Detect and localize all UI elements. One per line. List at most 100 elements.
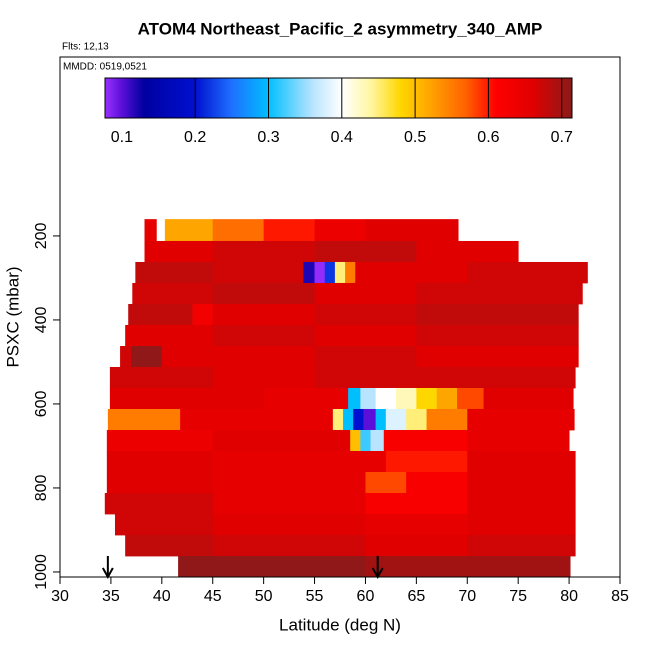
heat-cell <box>212 261 304 284</box>
heat-cell <box>416 366 576 389</box>
heat-cell <box>120 345 132 368</box>
heat-cell <box>109 387 265 410</box>
heat-cell <box>416 282 583 305</box>
heat-cell <box>314 240 417 263</box>
heat-cell <box>343 408 354 431</box>
x-tick-label: 65 <box>407 588 425 605</box>
heat-cell <box>365 492 468 515</box>
heat-cell <box>212 492 366 515</box>
x-tick-label: 45 <box>204 588 222 605</box>
heat-cell <box>365 471 407 494</box>
heat-cell <box>383 429 468 452</box>
heat-cell <box>467 534 576 557</box>
colorbar-tick-label: 0.3 <box>257 129 279 146</box>
heat-cell <box>263 219 315 242</box>
heat-cell <box>324 261 336 284</box>
heat-cell <box>467 513 576 536</box>
heat-cell <box>348 387 361 410</box>
heat-cell <box>363 408 377 431</box>
heat-cell <box>375 387 397 410</box>
heat-cell <box>212 282 315 305</box>
x-axis-label: Latitude (deg N) <box>279 615 401 634</box>
heat-cell <box>360 387 377 410</box>
heat-cell <box>180 408 334 431</box>
heat-cell <box>212 450 387 473</box>
heat-cell <box>406 408 427 431</box>
heat-cell <box>314 303 417 326</box>
heat-cell <box>144 219 158 242</box>
heat-cell <box>467 471 576 494</box>
colorbar-tick-label: 0.6 <box>477 129 499 146</box>
heat-cell <box>467 261 588 284</box>
colorbar-tick-label: 0.1 <box>111 129 133 146</box>
heat-cell <box>467 429 570 452</box>
heat-cell <box>416 303 579 326</box>
x-tick-label: 50 <box>255 588 273 605</box>
heat-cell <box>365 219 459 242</box>
heat-cell <box>114 513 214 536</box>
chart-title: ATOM4 Northeast_Pacific_2 asymmetry_340_… <box>138 19 543 38</box>
y-tick-label: 600 <box>33 391 50 418</box>
heat-cell <box>467 408 575 431</box>
heat-cell <box>109 366 214 389</box>
heat-cell <box>156 219 166 242</box>
heat-cell <box>212 240 315 263</box>
heat-cell <box>212 345 315 368</box>
y-tick-label: 200 <box>33 222 50 249</box>
heat-cell <box>106 471 214 494</box>
heat-cell <box>106 429 214 452</box>
heat-cell <box>355 261 468 284</box>
y-tick-label: 1000 <box>33 554 50 590</box>
note: MMDD: 0519,0521 <box>63 62 147 73</box>
heat-cell <box>375 408 387 431</box>
heat-cell <box>263 387 349 410</box>
heat-cell <box>314 261 326 284</box>
heat-cell <box>128 303 193 326</box>
heat-cell <box>212 429 351 452</box>
plot-frame <box>59 56 621 578</box>
heat-cell <box>467 492 576 515</box>
heat-cell <box>345 261 356 284</box>
heat-cell <box>178 555 366 578</box>
heat-cell <box>192 303 214 326</box>
heat-cell <box>360 429 371 452</box>
colorbar-tick-label: 0.2 <box>184 129 206 146</box>
heat-cell <box>314 282 417 305</box>
heat-cell <box>370 429 385 452</box>
heat-cell <box>467 450 576 473</box>
colorbar-tick-label: 0.5 <box>404 129 426 146</box>
x-tick-label: 55 <box>306 588 324 605</box>
heat-cell <box>106 450 214 473</box>
heat-cell <box>385 408 407 431</box>
colorbar-tick-label: 0.4 <box>331 129 353 146</box>
y-tick-label: 800 <box>33 475 50 502</box>
heat-cell <box>314 366 417 389</box>
heat-cell <box>416 345 579 368</box>
x-tick-label: 80 <box>560 588 578 605</box>
heat-cell <box>212 366 315 389</box>
heat-cell <box>144 240 214 263</box>
heat-cell <box>314 324 417 347</box>
heat-cell <box>332 408 344 431</box>
heat-cell <box>365 555 571 578</box>
colorbar <box>104 77 573 119</box>
y-tick-label: 400 <box>33 306 50 333</box>
colorbar-tick-label: 0.7 <box>551 129 573 146</box>
y-axis-label: PSXC (mbar) <box>3 266 22 367</box>
x-tick-label: 85 <box>611 588 629 605</box>
x-tick-label: 40 <box>153 588 171 605</box>
heat-cell <box>314 219 366 242</box>
heat-cell <box>125 534 214 557</box>
heat-cell <box>416 240 519 263</box>
x-tick-label: 60 <box>357 588 375 605</box>
heat-cell <box>365 534 468 557</box>
heat-cell <box>212 303 315 326</box>
heat-cell <box>104 492 214 515</box>
heat-cell <box>132 282 214 305</box>
note: Flts: 12,13 <box>62 42 109 53</box>
heat-cell <box>212 324 315 347</box>
heat-cell <box>350 429 361 452</box>
heat-cell <box>303 261 315 284</box>
heat-cell <box>107 408 181 431</box>
